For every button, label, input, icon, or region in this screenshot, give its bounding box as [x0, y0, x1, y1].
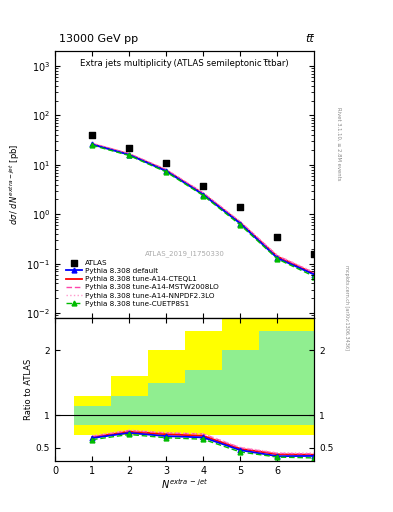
Pythia 8.308 tune-A14-MSTW2008LO: [275, 252, 280, 259]
Legend: ATLAS, Pythia 8.308 default, Pythia 8.308 tune-A14-CTEQL1, Pythia 8.308 tune-A14: ATLAS, Pythia 8.308 default, Pythia 8.30…: [64, 258, 221, 309]
Line: Pythia 8.308 tune-A14-CTEQL1: Pythia 8.308 tune-A14-CTEQL1: [92, 144, 314, 273]
Pythia 8.308 default: [164, 168, 169, 174]
Text: ATLAS_2019_I1750330: ATLAS_2019_I1750330: [145, 250, 225, 257]
Line: Pythia 8.308 tune-CUETP8S1: Pythia 8.308 tune-CUETP8S1: [90, 143, 317, 279]
ATLAS: [126, 144, 132, 152]
Pythia 8.308 default: [275, 255, 280, 261]
Pythia 8.308 tune-CUETP8S1: [275, 256, 280, 262]
Pythia 8.308 tune-CUETP8S1: [312, 273, 317, 280]
Pythia 8.308 tune-A14-CTEQL1: [127, 151, 132, 157]
Text: Rivet 3.1.10, ≥ 2.8M events: Rivet 3.1.10, ≥ 2.8M events: [336, 106, 341, 180]
Pythia 8.308 tune-A14-NNPDF2.3LO: [238, 219, 242, 225]
Pythia 8.308 tune-A14-CTEQL1: [238, 220, 242, 226]
Pythia 8.308 tune-CUETP8S1: [238, 222, 242, 228]
Pythia 8.308 tune-A14-CTEQL1: [90, 141, 94, 147]
Pythia 8.308 tune-A14-NNPDF2.3LO: [201, 190, 206, 196]
Pythia 8.308 tune-A14-MSTW2008LO: [238, 219, 242, 225]
Line: Pythia 8.308 tune-A14-MSTW2008LO: Pythia 8.308 tune-A14-MSTW2008LO: [92, 143, 314, 273]
Pythia 8.308 tune-A14-MSTW2008LO: [127, 151, 132, 157]
Text: tt̅: tt̅: [306, 33, 314, 44]
Y-axis label: $d\sigma\,/\,d\,N^{extra-jet}$ [pb]: $d\sigma\,/\,d\,N^{extra-jet}$ [pb]: [8, 144, 22, 225]
ATLAS: [237, 203, 243, 211]
Pythia 8.308 tune-A14-MSTW2008LO: [90, 140, 94, 146]
Text: Extra jets multiplicity (ATLAS semileptonic t̅tbar): Extra jets multiplicity (ATLAS semilepto…: [81, 59, 289, 68]
Pythia 8.308 tune-A14-CTEQL1: [164, 167, 169, 173]
Pythia 8.308 tune-CUETP8S1: [164, 169, 169, 175]
Pythia 8.308 tune-A14-CTEQL1: [275, 253, 280, 260]
X-axis label: $N^{extra\/-\/jet}$: $N^{extra\/-\/jet}$: [161, 477, 208, 491]
Line: Pythia 8.308 tune-A14-NNPDF2.3LO: Pythia 8.308 tune-A14-NNPDF2.3LO: [92, 143, 314, 272]
Text: mcplots.cern.ch [arXiv:1306.3436]: mcplots.cern.ch [arXiv:1306.3436]: [344, 265, 349, 350]
ATLAS: [200, 182, 206, 190]
Pythia 8.308 tune-A14-NNPDF2.3LO: [312, 269, 317, 275]
Pythia 8.308 tune-A14-CTEQL1: [312, 270, 317, 276]
Pythia 8.308 tune-A14-MSTW2008LO: [164, 166, 169, 173]
Pythia 8.308 tune-A14-NNPDF2.3LO: [127, 151, 132, 157]
Pythia 8.308 tune-A14-NNPDF2.3LO: [275, 252, 280, 259]
Pythia 8.308 tune-CUETP8S1: [201, 193, 206, 199]
ATLAS: [311, 249, 318, 258]
Pythia 8.308 default: [312, 271, 317, 278]
Pythia 8.308 tune-CUETP8S1: [90, 142, 94, 148]
ATLAS: [274, 233, 281, 241]
Pythia 8.308 tune-A14-MSTW2008LO: [201, 190, 206, 196]
Line: Pythia 8.308 default: Pythia 8.308 default: [90, 142, 317, 277]
Pythia 8.308 tune-A14-NNPDF2.3LO: [90, 140, 94, 146]
Pythia 8.308 tune-A14-NNPDF2.3LO: [164, 166, 169, 173]
Text: 13000 GeV pp: 13000 GeV pp: [59, 33, 138, 44]
Pythia 8.308 default: [127, 152, 132, 158]
Pythia 8.308 tune-CUETP8S1: [127, 153, 132, 159]
Pythia 8.308 tune-A14-MSTW2008LO: [312, 270, 317, 276]
ATLAS: [163, 159, 169, 167]
Y-axis label: Ratio to ATLAS: Ratio to ATLAS: [24, 359, 33, 420]
Pythia 8.308 default: [201, 191, 206, 198]
Pythia 8.308 default: [90, 141, 94, 147]
Pythia 8.308 tune-A14-CTEQL1: [201, 191, 206, 197]
ATLAS: [89, 131, 95, 139]
Pythia 8.308 default: [238, 221, 242, 227]
